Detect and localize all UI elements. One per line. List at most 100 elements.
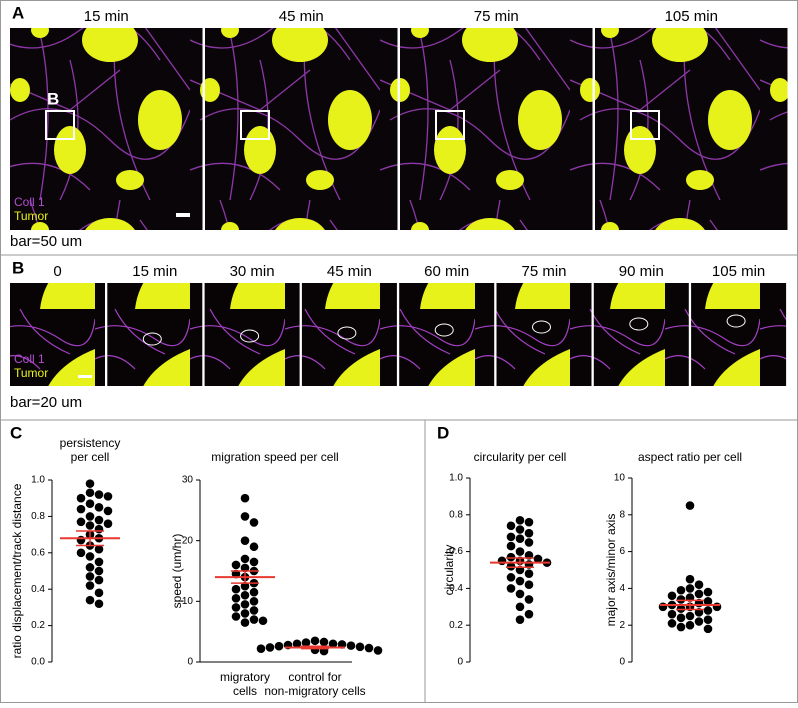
chart-title: aspect ratio per cell — [638, 450, 742, 464]
y-tick-label: 1.0 — [449, 473, 463, 484]
micrograph — [301, 283, 397, 386]
data-point — [94, 515, 104, 525]
data-point — [524, 609, 534, 619]
data-point — [515, 576, 525, 586]
data-point — [240, 493, 250, 503]
y-tick-label: 0 — [457, 657, 463, 668]
data-point — [94, 544, 104, 554]
data-point — [240, 609, 250, 618]
time-label: 105 min — [665, 8, 718, 25]
cell-outline — [337, 326, 357, 340]
data-point — [240, 536, 250, 545]
category-label: control for — [288, 670, 341, 684]
data-point — [231, 612, 241, 621]
y-axis-label: speed (um/hr) — [170, 534, 184, 609]
data-point — [231, 603, 241, 612]
data-point — [667, 619, 677, 628]
data-point — [328, 639, 338, 649]
y-tick-label: 0.8 — [449, 509, 463, 520]
y-tick-label: 0.6 — [31, 547, 45, 558]
data-point — [274, 641, 284, 651]
data-point — [694, 580, 704, 590]
data-point — [515, 615, 525, 624]
data-point — [676, 585, 686, 595]
y-tick-label: 0 — [619, 657, 625, 668]
time-label: 45 min — [327, 263, 372, 280]
data-point — [658, 602, 668, 612]
time-label: 45 min — [279, 8, 324, 25]
data-point — [355, 642, 365, 652]
cell-outline — [240, 329, 260, 343]
data-point — [524, 595, 534, 604]
data-point — [240, 512, 250, 521]
y-tick-label: 0.6 — [449, 546, 463, 557]
cell-outline — [532, 320, 551, 334]
channel-label: Tumor — [14, 366, 48, 380]
data-point — [231, 560, 241, 570]
data-point — [506, 521, 516, 531]
y-tick-label: 10 — [614, 473, 626, 484]
data-point — [506, 562, 516, 571]
chart-title: migration speed per cell — [211, 450, 338, 464]
data-point — [515, 589, 525, 599]
data-point — [85, 499, 95, 508]
category-label: migratory — [220, 670, 270, 684]
data-point — [240, 563, 250, 573]
data-point — [685, 584, 695, 593]
time-label: 105 min — [712, 263, 765, 280]
time-label: 15 min — [132, 263, 177, 280]
data-point — [94, 490, 104, 499]
data-point — [373, 646, 383, 655]
data-point — [256, 644, 266, 653]
time-label: 0 — [53, 263, 61, 280]
data-point — [506, 573, 516, 582]
y-tick-label: 0.2 — [449, 620, 463, 631]
data-point — [85, 563, 95, 572]
data-point — [703, 606, 713, 615]
inset-box — [45, 110, 75, 140]
data-point — [703, 587, 713, 597]
panel-label: B — [12, 258, 24, 277]
data-point — [694, 589, 704, 599]
scale-bar-label: bar=50 um — [10, 233, 82, 250]
y-tick-label: 10 — [182, 596, 194, 607]
data-point — [506, 584, 516, 593]
data-point — [676, 595, 686, 604]
time-label: 75 min — [521, 263, 566, 280]
micrograph — [691, 283, 787, 386]
data-point — [712, 602, 722, 612]
scale-bar — [78, 375, 92, 378]
time-label: 90 min — [619, 263, 664, 280]
y-tick-label: 8 — [619, 509, 625, 520]
data-point — [76, 517, 86, 527]
channel-label: Tumor — [14, 209, 48, 223]
data-point — [533, 554, 543, 564]
data-point — [85, 581, 95, 590]
data-point — [703, 596, 713, 606]
micrograph — [204, 283, 300, 386]
data-point — [249, 615, 259, 624]
data-point — [85, 552, 95, 561]
data-point — [76, 504, 86, 514]
data-point — [506, 532, 516, 542]
data-point — [249, 606, 259, 615]
data-point — [703, 624, 713, 634]
data-point — [94, 557, 104, 567]
micrograph — [205, 28, 398, 230]
y-tick-label: 0.4 — [449, 583, 463, 594]
data-point — [103, 506, 113, 516]
micrograph — [399, 283, 495, 386]
data-point — [667, 609, 677, 619]
data-point — [94, 503, 104, 512]
data-point — [94, 566, 104, 576]
data-point — [76, 548, 86, 558]
data-point — [524, 569, 534, 578]
data-point — [249, 518, 259, 527]
data-point — [94, 588, 104, 598]
data-point — [685, 620, 695, 630]
panel-label: A — [12, 3, 24, 22]
data-point — [515, 602, 525, 612]
data-point — [85, 572, 95, 581]
y-axis-label: major axis/minor axis — [604, 514, 618, 627]
